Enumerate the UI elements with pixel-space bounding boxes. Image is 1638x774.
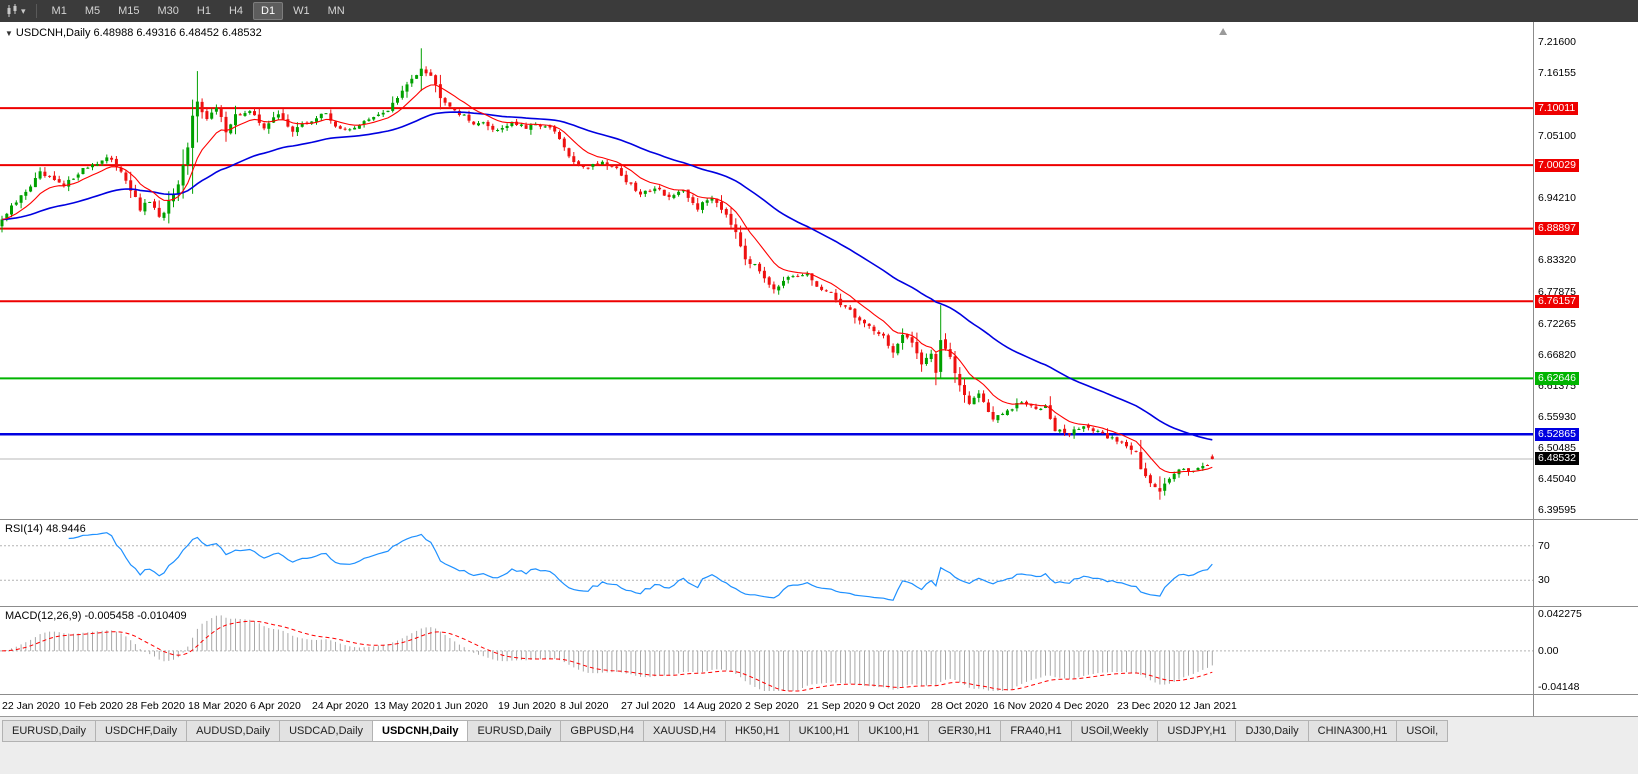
main-price-chart[interactable] — [0, 22, 1533, 519]
timeframe-button-mn[interactable]: MN — [327, 5, 345, 17]
rsi-level-label: 70 — [1538, 540, 1550, 552]
price-axis-label: 6.55930 — [1538, 411, 1576, 423]
timeframe-button-d1[interactable]: D1 — [253, 2, 284, 20]
date-axis-label: 12 Jan 2021 — [1179, 700, 1237, 712]
date-axis-label: 18 Mar 2020 — [188, 700, 247, 712]
chart-tab-xauusd-h4[interactable]: XAUUSD,H4 — [643, 720, 726, 742]
timeframe-toolbar: ▾ M1 M5 M15 M30 H1 H4 D1 W1 MN — [0, 0, 1638, 22]
pane-separator[interactable] — [0, 519, 1638, 520]
price-level-tag: 6.52865 — [1535, 428, 1579, 441]
rsi-indicator-name: RSI(14) — [5, 523, 43, 535]
date-axis-label: 22 Jan 2020 — [2, 700, 60, 712]
chart-tab-fra40-h1[interactable]: FRA40,H1 — [1001, 720, 1072, 742]
price-axis-label: 6.50485 — [1538, 442, 1576, 454]
price-level-tag: 7.00029 — [1535, 159, 1579, 172]
date-axis-label: 1 Jun 2020 — [436, 700, 488, 712]
chart-tab-china300-h1[interactable]: CHINA300,H1 — [1308, 720, 1398, 742]
date-axis-label: 8 Jul 2020 — [560, 700, 609, 712]
chart-tab-hk50-h1[interactable]: HK50,H1 — [725, 720, 790, 742]
date-axis-label: 28 Oct 2020 — [931, 700, 989, 712]
macd-scale-label: 0.00 — [1538, 645, 1559, 657]
symbol-dropdown-icon[interactable]: ▼ — [5, 29, 13, 38]
date-axis-label: 4 Dec 2020 — [1055, 700, 1109, 712]
chart-window: 7.21600 7.16155 7.05100 6.94210 6.83320 6.778… — [0, 22, 1638, 716]
macd-indicator-name: MACD(12,26,9) — [5, 610, 82, 622]
price-level-tag: 6.88897 — [1535, 222, 1579, 235]
macd-scale-label: -0.04148 — [1538, 681, 1580, 693]
price-axis[interactable]: 7.21600 7.16155 7.05100 6.94210 6.83320 6.778… — [1533, 22, 1638, 716]
date-axis-label: 19 Jun 2020 — [498, 700, 556, 712]
price-level-tag: 7.10011 — [1535, 102, 1579, 115]
date-axis-label: 24 Apr 2020 — [312, 700, 369, 712]
chart-tab-uk100-h1[interactable]: UK100,H1 — [789, 720, 860, 742]
macd-label: MACD(12,26,9) -0.005458 -0.010409 — [5, 610, 187, 622]
chart-tab-uk100-h1[interactable]: UK100,H1 — [859, 720, 930, 742]
chart-tab-eurusd-daily[interactable]: EURUSD,Daily — [468, 720, 562, 742]
chart-tab-eurusd-daily[interactable]: EURUSD,Daily — [2, 720, 96, 742]
rsi-indicator-panel[interactable] — [0, 520, 1533, 606]
pane-separator[interactable] — [0, 606, 1638, 607]
ohlc-values: 6.48988 6.49316 6.48452 6.48532 — [93, 27, 262, 39]
current-price-tag: 6.48532 — [1535, 452, 1579, 465]
chart-tab-usoil[interactable]: USOil, — [1397, 720, 1449, 742]
chart-tab-usdchf-daily[interactable]: USDCHF,Daily — [95, 720, 188, 742]
timeframe-button-h1[interactable]: H1 — [196, 5, 211, 17]
date-axis-label: 13 May 2020 — [374, 700, 435, 712]
timeframe-button-m15[interactable]: M15 — [118, 5, 140, 17]
chart-tab-dj30-daily[interactable]: DJ30,Daily — [1236, 720, 1309, 742]
chart-tab-usdcnh-daily[interactable]: USDCNH,Daily — [373, 720, 469, 742]
date-axis-label: 10 Feb 2020 — [64, 700, 123, 712]
price-level-tag: 6.76157 — [1535, 295, 1579, 308]
chart-title: ▼ USDCNH,Daily 6.48988 6.49316 6.48452 6.… — [5, 27, 262, 39]
price-axis-label: 6.45040 — [1538, 473, 1576, 485]
chart-tab-usdcad-daily[interactable]: USDCAD,Daily — [280, 720, 374, 742]
timeframe-button-w1[interactable]: W1 — [293, 5, 310, 17]
date-axis-label: 16 Nov 2020 — [993, 700, 1053, 712]
date-axis-label: 6 Apr 2020 — [250, 700, 301, 712]
chart-tab-usoil-weekly[interactable]: USOil,Weekly — [1071, 720, 1159, 742]
rsi-label: RSI(14) 48.9446 — [5, 523, 86, 535]
chart-tab-gbpusd-h4[interactable]: GBPUSD,H4 — [561, 720, 644, 742]
chart-tab-audusd-daily[interactable]: AUDUSD,Daily — [187, 720, 281, 742]
macd-indicator-panel[interactable] — [0, 607, 1533, 694]
time-axis[interactable]: 22 Jan 2020 10 Feb 2020 28 Feb 2020 18 Mar … — [0, 695, 1638, 716]
price-axis-label: 6.39595 — [1538, 504, 1576, 516]
timeframe-buttons: M1 M5 M15 M30 H1 H4 D1 W1 MN — [43, 2, 354, 20]
date-axis-label: 14 Aug 2020 — [683, 700, 742, 712]
timeframe-button-m1[interactable]: M1 — [51, 5, 67, 17]
toolbar-separator — [35, 4, 37, 18]
chart-tab-ger30-h1[interactable]: GER30,H1 — [929, 720, 1002, 742]
price-axis-label: 7.16155 — [1538, 67, 1576, 79]
rsi-level-label: 30 — [1538, 574, 1550, 586]
price-axis-label: 6.66820 — [1538, 349, 1576, 361]
date-axis-label: 21 Sep 2020 — [807, 700, 867, 712]
pane-separator[interactable] — [0, 694, 1638, 695]
rsi-indicator-value: 48.9446 — [45, 523, 86, 535]
chart-tab-bar: EURUSD,Daily USDCHF,Daily AUDUSD,Daily USDC… — [0, 716, 1638, 774]
date-axis-label: 9 Oct 2020 — [869, 700, 921, 712]
candlestick-chart-icon[interactable] — [5, 4, 19, 18]
timeframe-button-m5[interactable]: M5 — [84, 5, 101, 17]
chart-tab-usdjpy-h1[interactable]: USDJPY,H1 — [1158, 720, 1237, 742]
date-axis-label: 23 Dec 2020 — [1117, 700, 1177, 712]
date-axis-label: 28 Feb 2020 — [126, 700, 185, 712]
price-axis-label: 6.72265 — [1538, 318, 1576, 330]
symbol-timeframe-label: USDCNH,Daily — [15, 27, 91, 39]
chart-type-dropdown-icon[interactable]: ▾ — [21, 5, 26, 16]
date-axis-label: 27 Jul 2020 — [621, 700, 676, 712]
timeframe-button-h4[interactable]: H4 — [228, 5, 244, 17]
macd-indicator-values: -0.005458 -0.010409 — [84, 610, 187, 622]
price-axis-label: 7.05100 — [1538, 130, 1576, 142]
macd-scale-label: 0.042275 — [1538, 608, 1582, 620]
date-axis-label: 2 Sep 2020 — [745, 700, 799, 712]
price-axis-label: 6.94210 — [1538, 192, 1576, 204]
price-axis-label: 6.83320 — [1538, 254, 1576, 266]
timeframe-button-m30[interactable]: M30 — [157, 5, 179, 17]
price-axis-label: 7.21600 — [1538, 36, 1576, 48]
price-level-tag: 6.62646 — [1535, 372, 1579, 385]
